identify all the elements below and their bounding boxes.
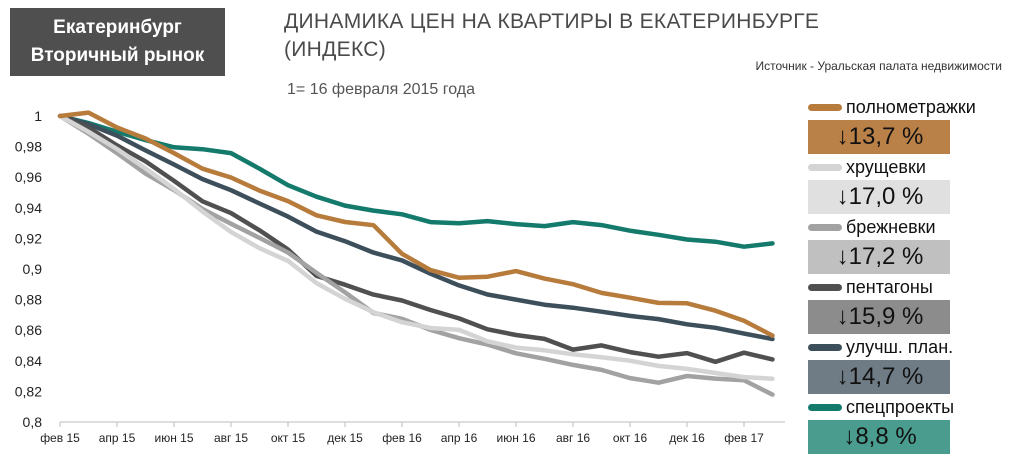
legend-swatch: [808, 103, 842, 111]
y-tick-label: 0,82: [15, 383, 42, 399]
legend-name: улучш. план.: [846, 336, 954, 357]
series-line-пентагоны: [57, 113, 775, 365]
y-tick-label: 0,9: [23, 261, 43, 277]
legend-label-row: хрущевки: [808, 157, 1003, 177]
series-line-хрущевки: [57, 113, 775, 381]
y-tick-label: 0,92: [15, 230, 42, 246]
x-tick-label: фев 16: [382, 431, 422, 445]
region-badge: Екатеринбург Вторичный рынок: [10, 8, 225, 76]
x-tick-label: окт 15: [271, 431, 306, 445]
legend-change-value: ↓17,0 %: [808, 180, 950, 214]
legend-change-value: ↓17,2 %: [808, 240, 950, 274]
legend-label-row: пентагоны: [808, 277, 1003, 297]
legend-item: пентагоны ↓15,9 %: [808, 277, 1003, 334]
x-tick-label: авг 16: [556, 431, 590, 445]
y-tick-label: 0,88: [15, 292, 42, 308]
legend-item: полнометражки ↓13,7 %: [808, 97, 1003, 154]
chart-subtitle: 1= 16 февраля 2015 года: [287, 81, 476, 98]
legend-swatch: [808, 403, 842, 411]
legend-name: хрущевки: [846, 156, 926, 177]
legend-swatch: [808, 223, 842, 231]
legend-swatch: [808, 343, 842, 351]
x-tick-label: авг 15: [214, 431, 248, 445]
x-tick-label: дек 16: [669, 431, 705, 445]
legend-change-value: ↓14,7 %: [808, 360, 950, 394]
legend-item: улучш. план. ↓14,7 %: [808, 337, 1003, 394]
legend-name: пентагоны: [846, 276, 933, 297]
x-tick-label: июн 16: [496, 431, 535, 445]
legend-change-value: ↓15,9 %: [808, 300, 950, 334]
series-line-улучшплан: [57, 113, 775, 342]
y-tick-label: 0,84: [15, 353, 42, 369]
legend-name: брежневки: [846, 216, 936, 237]
y-tick-label: 0,86: [15, 322, 42, 338]
legend-swatch: [808, 283, 842, 291]
series-line-спецпроекты: [57, 113, 775, 249]
y-tick-label: 0,98: [15, 139, 42, 155]
legend-name: полнометражки: [846, 96, 976, 117]
legend-item: спецпроекты ↓8,8 %: [808, 397, 1003, 454]
chart-title: ДИНАМИКА ЦЕН НА КВАРТИРЫ В ЕКАТЕРИНБУРГЕ…: [284, 10, 820, 61]
legend-item: хрущевки ↓17,0 %: [808, 157, 1003, 214]
badge-market: Вторичный рынок: [30, 45, 205, 66]
badge-city: Екатеринбург: [53, 17, 182, 38]
legend-item: брежневки ↓17,2 %: [808, 217, 1003, 274]
legend-label-row: полнометражки: [808, 97, 1003, 117]
source-note: Источник - Уральская палата недвижимости: [755, 59, 1002, 73]
x-tick-label: июн 15: [154, 431, 193, 445]
legend-label-row: спецпроекты: [808, 397, 1003, 417]
y-tick-label: 0,96: [15, 169, 42, 185]
legend-change-value: ↓8,8 %: [808, 420, 950, 454]
legend-swatch: [808, 163, 842, 171]
legend-name: спецпроекты: [846, 396, 955, 417]
series-line-брежневки: [57, 113, 775, 397]
x-tick-label: фев 17: [724, 431, 764, 445]
legend-label-row: брежневки: [808, 217, 1003, 237]
y-tick-label: 0,8: [23, 414, 43, 430]
legend-label-row: улучш. план.: [808, 337, 1003, 357]
x-tick-label: апр 16: [441, 431, 478, 445]
x-tick-label: дек 15: [327, 431, 363, 445]
series-line-полнометражки: [57, 110, 775, 338]
x-tick-label: апр 15: [99, 431, 136, 445]
legend-change-value: ↓13,7 %: [808, 120, 950, 154]
y-tick-label: 0,94: [15, 200, 42, 216]
y-tick-label: 1: [34, 108, 42, 124]
x-tick-label: окт 16: [613, 431, 648, 445]
x-tick-label: фев 15: [40, 431, 80, 445]
